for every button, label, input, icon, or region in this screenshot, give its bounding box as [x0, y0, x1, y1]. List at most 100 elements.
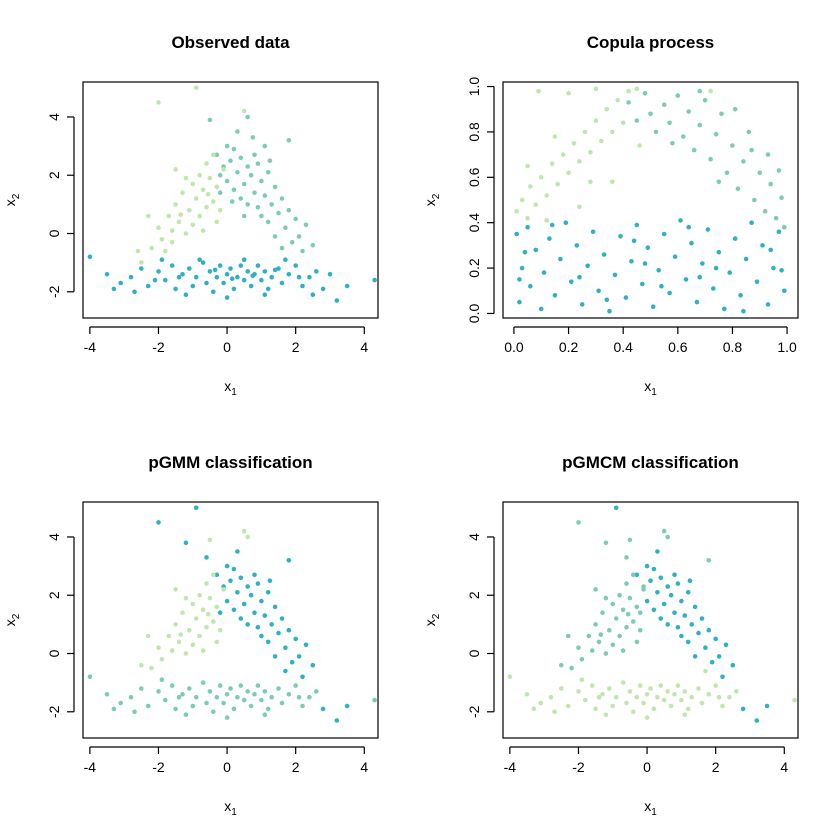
data-point: [269, 622, 275, 627]
data-point: [111, 286, 117, 292]
data-point: [296, 694, 302, 700]
data-point: [279, 196, 285, 201]
data-point: [300, 674, 305, 680]
data-point: [634, 118, 640, 123]
data-point: [631, 709, 636, 715]
data-point: [255, 625, 261, 630]
panel-1: Observed data -4 -2 0 2 4 -2 0 2 4 x1 x2: [2, 33, 379, 398]
data-point: [221, 700, 226, 706]
data-point: [779, 195, 784, 200]
data-point: [293, 636, 299, 642]
data-point: [229, 199, 235, 204]
data-point: [691, 147, 697, 153]
data-point: [224, 178, 230, 184]
data-point: [156, 689, 161, 694]
data-point: [685, 639, 691, 645]
data-point: [631, 238, 637, 244]
x-tick-label: 4: [780, 759, 788, 775]
data-point: [558, 256, 563, 262]
data-point: [524, 692, 530, 697]
data-point: [235, 274, 240, 280]
data-point: [644, 598, 650, 604]
data-point: [699, 700, 705, 706]
data-point: [207, 689, 213, 694]
data-point: [259, 633, 264, 639]
data-point: [214, 639, 220, 645]
data-point: [159, 237, 165, 242]
data-point: [224, 563, 230, 569]
data-point: [104, 692, 110, 697]
data-point: [615, 97, 620, 103]
data-point: [241, 528, 247, 534]
data-point: [716, 179, 722, 185]
data-point: [231, 146, 237, 152]
panel-3: pGMM classification -4 -2 0 2 4 -2 0 2 4 x1 x2: [2, 453, 379, 818]
data-point: [176, 694, 182, 700]
series-1: [514, 218, 787, 314]
data-point: [293, 683, 299, 688]
data-point: [648, 111, 653, 117]
data-point: [183, 595, 189, 601]
data-point: [765, 302, 771, 307]
data-point: [217, 683, 223, 688]
data-point: [229, 276, 235, 282]
data-point: [672, 610, 677, 615]
data-point: [749, 220, 754, 225]
data-point: [344, 283, 350, 289]
data-point: [276, 686, 281, 691]
data-point: [681, 134, 686, 139]
data-point: [644, 715, 650, 720]
data-point: [296, 654, 302, 659]
data-point: [706, 558, 712, 563]
data-point: [169, 648, 175, 653]
data-point: [235, 590, 240, 595]
data-point: [576, 520, 581, 525]
data-point: [139, 686, 144, 691]
data-point: [593, 118, 599, 123]
data-point: [549, 222, 555, 228]
series-1: [156, 505, 350, 723]
data-point: [286, 272, 292, 277]
data-point: [262, 613, 268, 618]
data-point: [193, 196, 199, 201]
data-point: [610, 179, 615, 185]
data-point: [641, 700, 646, 706]
data-point: [754, 279, 760, 285]
series-2: [207, 114, 316, 254]
series-2: [87, 674, 377, 720]
data-point: [327, 272, 333, 277]
data-point: [250, 273, 256, 279]
data-point: [241, 257, 247, 263]
data-point: [579, 677, 585, 682]
data-point: [576, 645, 581, 650]
data-point: [601, 252, 607, 257]
data-point: [320, 286, 326, 292]
data-point: [118, 700, 123, 706]
y-tick-label: 4: [466, 533, 482, 541]
data-point: [746, 129, 752, 135]
data-point: [156, 100, 161, 105]
data-point: [700, 261, 705, 266]
data-point: [560, 152, 566, 157]
series-1: [87, 254, 377, 303]
y-tick-label: -2: [46, 285, 62, 298]
y-tick-label: 0: [46, 649, 62, 657]
data-point: [139, 266, 144, 271]
data-point: [528, 283, 533, 289]
data-point: [212, 267, 218, 273]
data-point: [187, 686, 192, 691]
data-point: [760, 243, 765, 248]
data-point: [689, 622, 694, 627]
data-point: [675, 683, 681, 688]
data-point: [183, 651, 189, 656]
data-point: [245, 114, 250, 120]
data-point: [531, 706, 537, 712]
data-point: [156, 520, 161, 525]
data-point: [624, 555, 629, 560]
data-point: [722, 306, 727, 312]
y-tick-label: 0: [46, 229, 62, 237]
chart-title: Observed data: [171, 33, 290, 52]
data-point: [644, 692, 650, 697]
data-point: [289, 659, 295, 665]
data-point: [163, 248, 168, 254]
